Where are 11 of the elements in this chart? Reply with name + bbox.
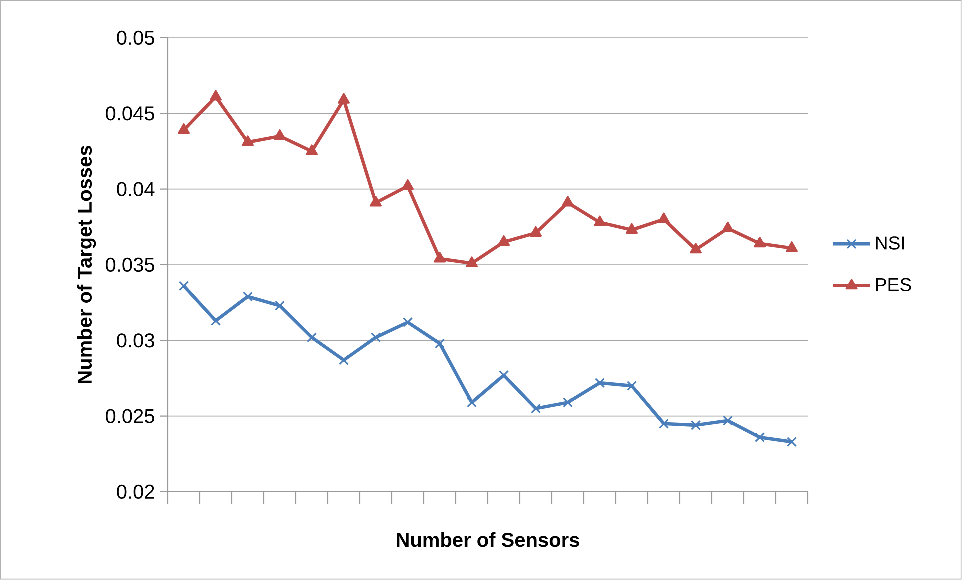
y-tick-label: 0.045 (106, 106, 154, 121)
x-axis-title: Number of Sensors (397, 532, 580, 548)
y-tick-label: 0.02 (117, 484, 154, 500)
y-axis-title: Number of Target Losses (77, 146, 96, 384)
y-tick-label: 0.03 (117, 334, 154, 348)
legend-label: NSI (876, 236, 904, 250)
y-tick-label: 0.05 (117, 30, 154, 46)
legend-label: PES (876, 278, 912, 292)
y-tick-label: 0.035 (106, 258, 154, 272)
y-tick-label: 0.025 (106, 409, 154, 424)
y-tick-label: 0.04 (117, 182, 155, 196)
